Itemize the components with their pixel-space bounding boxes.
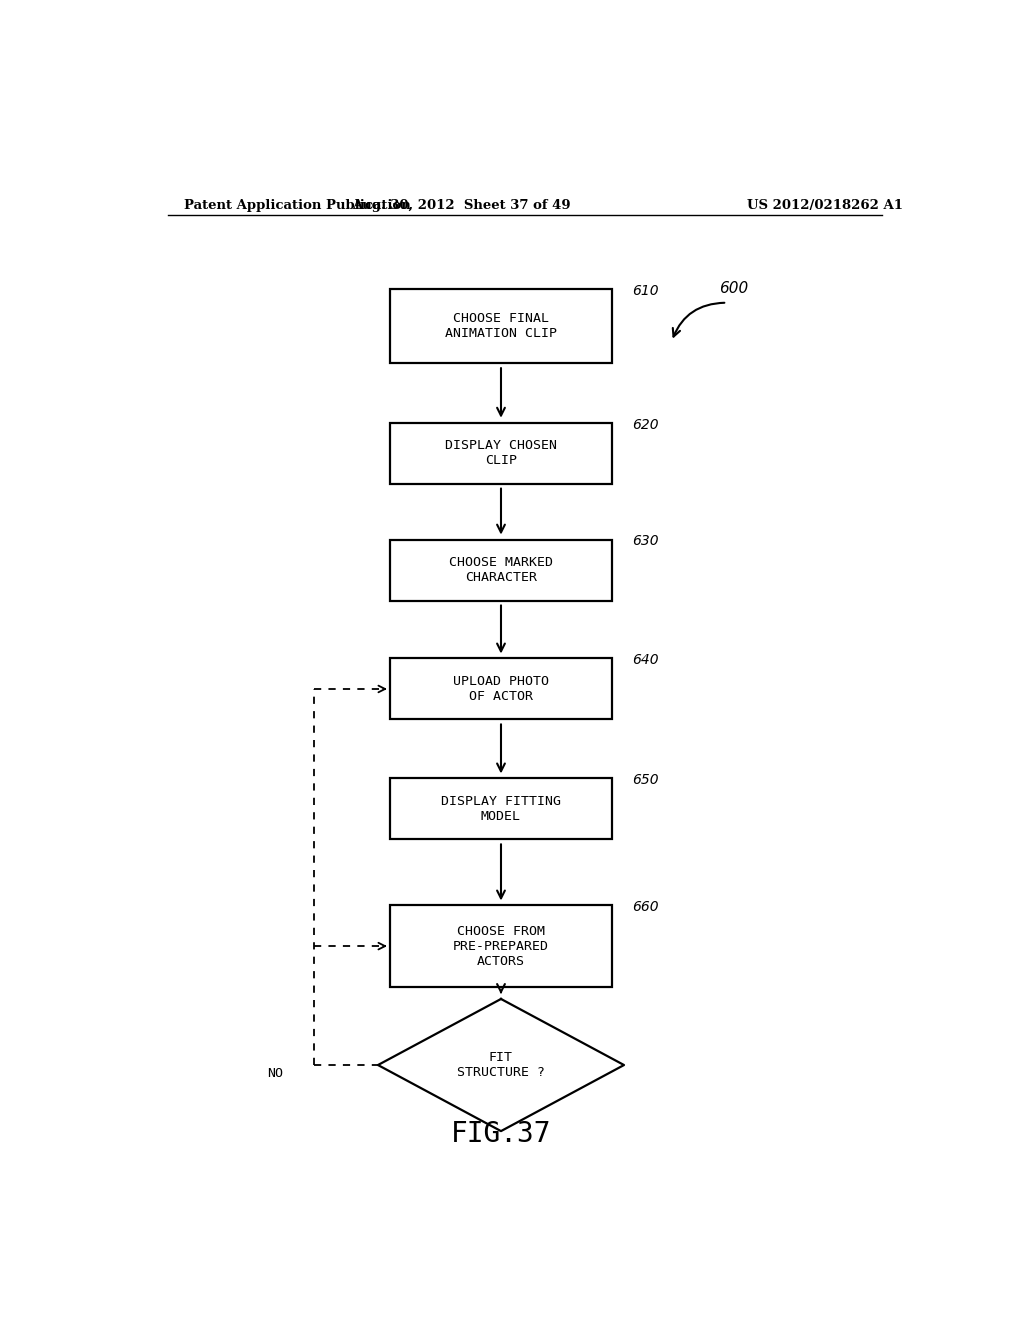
Text: 660: 660	[632, 900, 658, 915]
FancyBboxPatch shape	[390, 289, 612, 363]
Text: FIT
STRUCTURE ?: FIT STRUCTURE ?	[457, 1051, 545, 1078]
Text: DISPLAY FITTING
MODEL: DISPLAY FITTING MODEL	[441, 795, 561, 822]
Text: CHOOSE FINAL
ANIMATION CLIP: CHOOSE FINAL ANIMATION CLIP	[445, 312, 557, 341]
Text: UPLOAD PHOTO
OF ACTOR: UPLOAD PHOTO OF ACTOR	[453, 675, 549, 704]
FancyBboxPatch shape	[390, 906, 612, 987]
FancyBboxPatch shape	[390, 659, 612, 719]
FancyBboxPatch shape	[390, 422, 612, 483]
Text: 610: 610	[632, 284, 658, 298]
Text: CHOOSE FROM
PRE-PREPARED
ACTORS: CHOOSE FROM PRE-PREPARED ACTORS	[453, 924, 549, 968]
Text: Patent Application Publication: Patent Application Publication	[183, 198, 411, 211]
Text: US 2012/0218262 A1: US 2012/0218262 A1	[748, 198, 903, 211]
Text: 600: 600	[719, 281, 749, 296]
Text: Aug. 30, 2012  Sheet 37 of 49: Aug. 30, 2012 Sheet 37 of 49	[352, 198, 570, 211]
FancyBboxPatch shape	[390, 540, 612, 601]
Text: 640: 640	[632, 653, 658, 668]
Text: 630: 630	[632, 535, 658, 549]
Text: NO: NO	[266, 1067, 283, 1080]
Text: FIG.37: FIG.37	[451, 1121, 551, 1148]
Text: 620: 620	[632, 417, 658, 432]
Text: CHOOSE MARKED
CHARACTER: CHOOSE MARKED CHARACTER	[449, 556, 553, 583]
Text: DISPLAY CHOSEN
CLIP: DISPLAY CHOSEN CLIP	[445, 440, 557, 467]
FancyBboxPatch shape	[390, 779, 612, 840]
Text: 650: 650	[632, 774, 658, 787]
